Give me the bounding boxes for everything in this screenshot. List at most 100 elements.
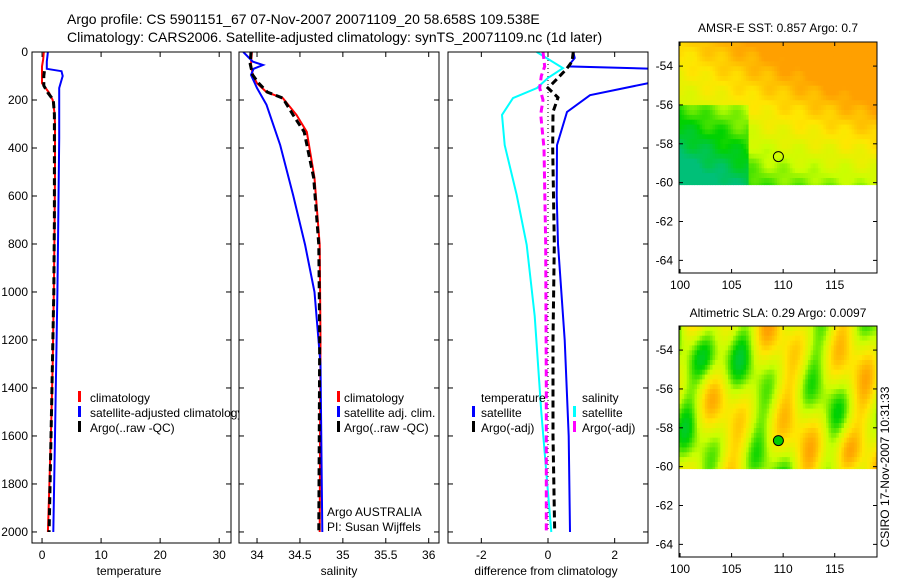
- heatmap-cell: [751, 364, 755, 371]
- lon-tick-label: 100: [670, 562, 690, 576]
- heatmap-cell: [792, 100, 796, 106]
- heatmap-cell: [699, 418, 703, 424]
- heatmap-cell: [815, 340, 819, 346]
- heatmap-cell: [722, 466, 726, 470]
- heatmap-cell: [797, 178, 801, 184]
- heatmap-cell: [862, 46, 866, 53]
- heatmap-cell: [684, 100, 688, 106]
- heatmap-cell: [828, 129, 832, 135]
- heatmap-cell: [738, 80, 742, 87]
- heatmap-cell: [702, 182, 706, 186]
- heatmap-cell: [769, 423, 773, 429]
- heatmap-cell: [743, 447, 747, 453]
- heatmap-cell: [694, 168, 698, 174]
- heatmap-cell: [828, 364, 832, 371]
- heatmap-cell: [828, 61, 832, 67]
- heatmap-cell: [743, 432, 747, 439]
- heatmap-cell: [836, 369, 840, 376]
- heatmap-cell: [761, 178, 765, 184]
- heatmap-cell: [730, 71, 734, 77]
- heatmap-cell: [782, 335, 786, 342]
- heatmap-cell: [831, 374, 835, 380]
- heatmap-cell: [689, 129, 693, 135]
- heatmap-cell: [851, 71, 855, 77]
- heatmap-cell: [831, 100, 835, 106]
- heatmap-cell: [740, 437, 744, 444]
- heatmap-cell: [867, 442, 871, 448]
- heatmap-cell: [730, 379, 734, 385]
- heatmap-cell: [869, 423, 873, 429]
- heatmap-cell: [735, 100, 739, 106]
- heatmap-cell: [761, 360, 765, 366]
- heatmap-cell: [864, 119, 868, 126]
- heatmap-cell: [828, 105, 832, 111]
- heatmap-cell: [771, 56, 775, 62]
- heatmap-cell: [702, 105, 706, 111]
- heatmap-cell: [733, 119, 737, 126]
- heatmap-cell: [782, 114, 786, 121]
- heatmap-cell: [856, 163, 860, 169]
- heatmap-cell: [787, 462, 791, 468]
- heatmap-cell: [820, 447, 824, 453]
- heatmap-cell: [779, 447, 783, 453]
- heatmap-cell: [856, 398, 860, 405]
- heatmap-cell: [743, 408, 747, 414]
- heatmap-cell: [792, 447, 796, 453]
- heatmap-cell: [743, 355, 747, 361]
- heatmap-cell: [874, 76, 878, 82]
- heatmap-cell: [797, 158, 801, 164]
- heatmap-cell: [728, 85, 732, 92]
- heatmap-cell: [712, 360, 716, 366]
- heatmap-cell: [774, 56, 778, 62]
- heatmap-cell: [800, 403, 804, 410]
- heatmap-cell: [802, 364, 806, 371]
- heatmap-cell: [694, 345, 698, 351]
- heatmap-cell: [836, 355, 840, 361]
- heatmap-cell: [707, 139, 711, 145]
- heatmap-cell: [867, 432, 871, 439]
- heatmap-cell: [694, 403, 698, 410]
- heatmap-cell: [779, 139, 783, 145]
- heatmap-cell: [753, 457, 757, 463]
- heatmap-cell: [800, 119, 804, 126]
- heatmap-cell: [815, 139, 819, 145]
- heatmap-cell: [730, 452, 734, 458]
- heatmap-cell: [789, 178, 793, 184]
- heatmap-cell: [787, 134, 791, 140]
- heatmap-cell: [730, 105, 734, 111]
- heatmap-cell: [764, 360, 768, 366]
- heatmap-cell: [844, 369, 848, 376]
- heatmap-cell: [779, 173, 783, 179]
- heatmap-cell: [820, 423, 824, 429]
- heatmap-cell: [792, 403, 796, 410]
- heatmap-cell: [704, 447, 708, 453]
- heatmap-cell: [689, 394, 693, 400]
- heatmap-cell: [704, 413, 708, 419]
- heatmap-cell: [800, 330, 804, 337]
- heatmap-cell: [828, 369, 832, 376]
- heatmap-cell: [777, 134, 781, 140]
- heatmap-cell: [854, 61, 858, 67]
- heatmap-cell: [813, 163, 817, 169]
- heatmap-cell: [715, 403, 719, 410]
- heatmap-cell: [746, 42, 750, 48]
- legend-swatch-sal-argo: [573, 421, 576, 432]
- heatmap-cell: [851, 76, 855, 82]
- heatmap-cell: [746, 46, 750, 53]
- heatmap-cell: [697, 418, 701, 424]
- heatmap-cell: [784, 119, 788, 126]
- heatmap-cell: [707, 413, 711, 419]
- heatmap-cell: [715, 148, 719, 155]
- heatmap-cell: [856, 340, 860, 346]
- heatmap-cell: [841, 442, 845, 448]
- heatmap-cell: [828, 178, 832, 184]
- heatmap-cell: [694, 350, 698, 356]
- heatmap-cell: [849, 148, 853, 155]
- heatmap-cell: [753, 394, 757, 400]
- heatmap-cell: [777, 447, 781, 453]
- heatmap-cell: [689, 173, 693, 179]
- heatmap-cell: [841, 178, 845, 184]
- heatmap-cell: [784, 90, 788, 96]
- heatmap-cell: [782, 340, 786, 346]
- salinity-panel: 34 34.5 35 35.5 36: [238, 51, 440, 562]
